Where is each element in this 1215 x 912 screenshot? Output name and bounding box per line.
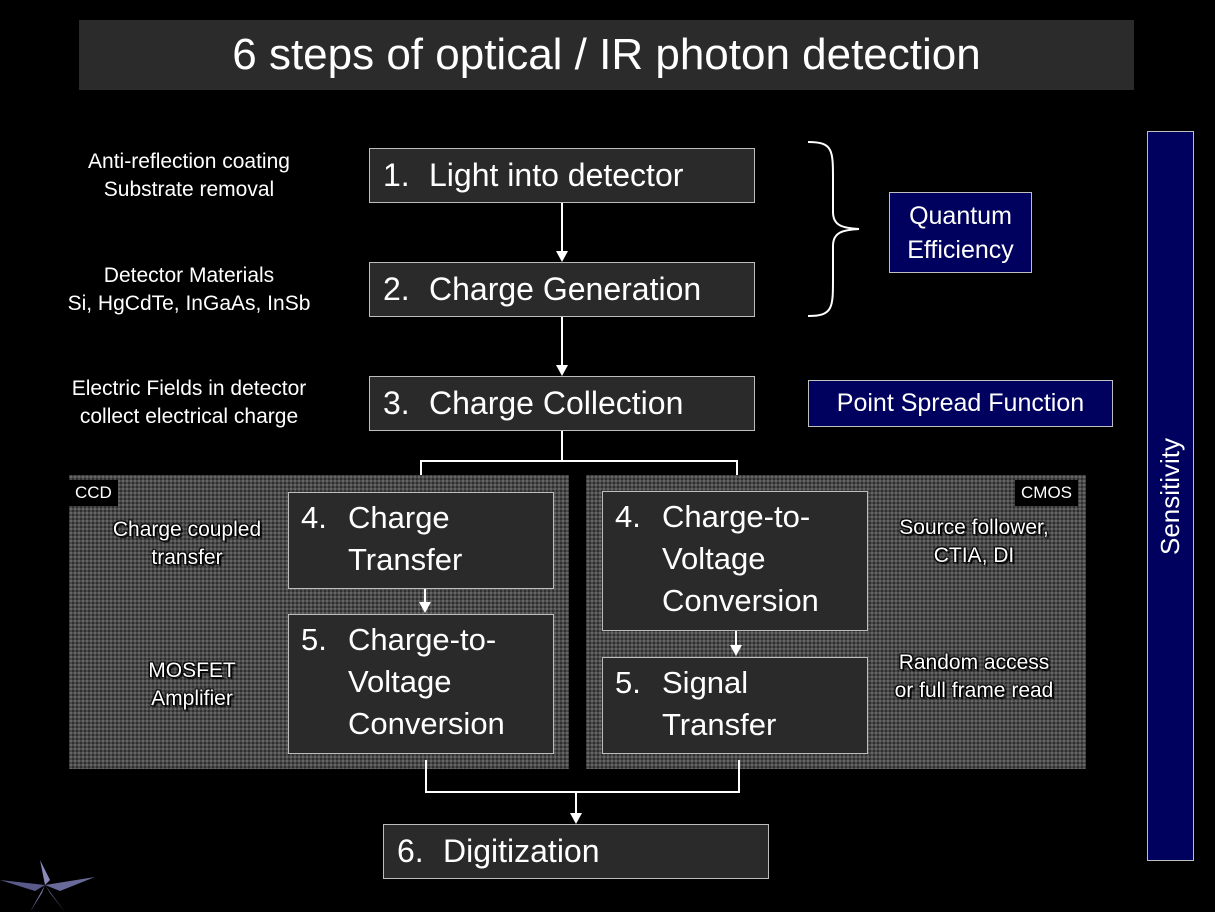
- connector-line: [735, 631, 737, 646]
- step-2-box: 2. Charge Generation: [369, 262, 755, 317]
- connector-line: [575, 791, 577, 815]
- step-1-box: 1. Light into detector: [369, 148, 755, 203]
- note-line: transfer: [151, 546, 223, 569]
- step-label-line: Voltage: [348, 664, 452, 699]
- curly-brace: [807, 141, 860, 317]
- step-label: Digitization: [443, 833, 600, 869]
- arrowhead: [556, 365, 568, 376]
- note-ccd-step-5: MOSFET Amplifier: [97, 657, 287, 713]
- note-line: Anti-reflection coating: [88, 150, 290, 173]
- step-number: 5.: [301, 622, 327, 657]
- sensitivity-label: Sensitivity: [1155, 437, 1186, 555]
- note-line: Si, HgCdTe, InGaAs, InSb: [67, 292, 311, 315]
- step-label-line: Charge: [348, 500, 450, 535]
- ccd-step-5-box: 5. Charge-to- Voltage Conversion: [288, 614, 554, 754]
- note-cmos-step-4: Source follower, CTIA, DI: [876, 514, 1072, 570]
- connector-line: [561, 317, 563, 367]
- cmos-step-4-box: 4. Charge-to- Voltage Conversion: [602, 491, 868, 631]
- step-number: 5.: [615, 665, 641, 700]
- connector-line: [425, 760, 427, 792]
- step-label-line: Transfer: [348, 542, 463, 577]
- connector-line: [736, 460, 738, 482]
- note-line: collect electrical charge: [79, 405, 299, 428]
- connector-line: [425, 791, 740, 793]
- step-number: 1.: [383, 157, 410, 193]
- note-line: Amplifier: [151, 687, 233, 710]
- cmos-tag: CMOS: [1015, 480, 1078, 506]
- ccd-tag: CCD: [69, 480, 118, 506]
- connector-line: [420, 460, 422, 482]
- note-cmos-step-5: Random access or full frame read: [874, 649, 1074, 705]
- step-label: Charge Collection: [429, 385, 684, 421]
- note-step-3: Electric Fields in detector collect elec…: [40, 375, 338, 431]
- arrowhead: [730, 645, 742, 656]
- connector-line: [738, 760, 740, 792]
- arrowhead: [419, 602, 431, 613]
- step-number: 4.: [615, 499, 641, 534]
- note-line: or full frame read: [894, 679, 1054, 702]
- step-label-line: Conversion: [348, 706, 505, 741]
- quantum-efficiency-callout: Quantum Efficiency: [889, 192, 1032, 273]
- step-label-line: Voltage: [662, 541, 766, 576]
- connector-line: [424, 589, 426, 603]
- callout-line: Efficiency: [907, 235, 1014, 264]
- note-line: MOSFET: [148, 659, 236, 682]
- note-line: Source follower,: [899, 516, 1049, 539]
- step-number: 4.: [301, 500, 327, 535]
- step-label-line: Charge-to-: [348, 622, 497, 657]
- point-spread-function-callout: Point Spread Function: [808, 380, 1113, 427]
- arrowhead: [570, 813, 582, 824]
- step-number: 3.: [383, 385, 410, 421]
- note-line: Substrate removal: [103, 178, 275, 201]
- note-ccd-step-4: Charge coupled transfer: [92, 516, 282, 572]
- step-label-line: Signal: [662, 665, 749, 700]
- note-step-2: Detector Materials Si, HgCdTe, InGaAs, I…: [40, 262, 338, 318]
- slide-title: 6 steps of optical / IR photon detection: [79, 20, 1134, 90]
- step-number: 6.: [397, 833, 424, 869]
- note-line: Random access: [898, 651, 1050, 674]
- connector-line: [420, 460, 738, 462]
- step-6-box: 6. Digitization: [383, 824, 769, 879]
- company-logo-icon: [0, 860, 95, 912]
- cmos-step-5-box: 5. Signal Transfer: [602, 657, 868, 754]
- sensitivity-bar: Sensitivity: [1147, 131, 1194, 861]
- note-line: CTIA, DI: [933, 544, 1015, 567]
- connector-line: [561, 203, 563, 253]
- callout-line: Quantum: [909, 201, 1012, 230]
- note-line: Electric Fields in detector: [71, 377, 307, 400]
- ccd-step-4-box: 4. Charge Transfer: [288, 492, 554, 589]
- step-label-line: Charge-to-: [662, 499, 811, 534]
- note-line: Detector Materials: [103, 264, 275, 287]
- step-label-line: Transfer: [662, 707, 777, 742]
- step-number: 2.: [383, 271, 410, 307]
- step-label: Charge Generation: [429, 271, 702, 307]
- step-3-box: 3. Charge Collection: [369, 376, 755, 431]
- step-label-line: Conversion: [662, 583, 819, 618]
- arrowhead: [556, 251, 568, 262]
- step-label: Light into detector: [429, 157, 684, 193]
- note-step-1: Anti-reflection coating Substrate remova…: [50, 148, 328, 204]
- note-line: Charge coupled: [112, 518, 262, 541]
- connector-line: [561, 431, 563, 461]
